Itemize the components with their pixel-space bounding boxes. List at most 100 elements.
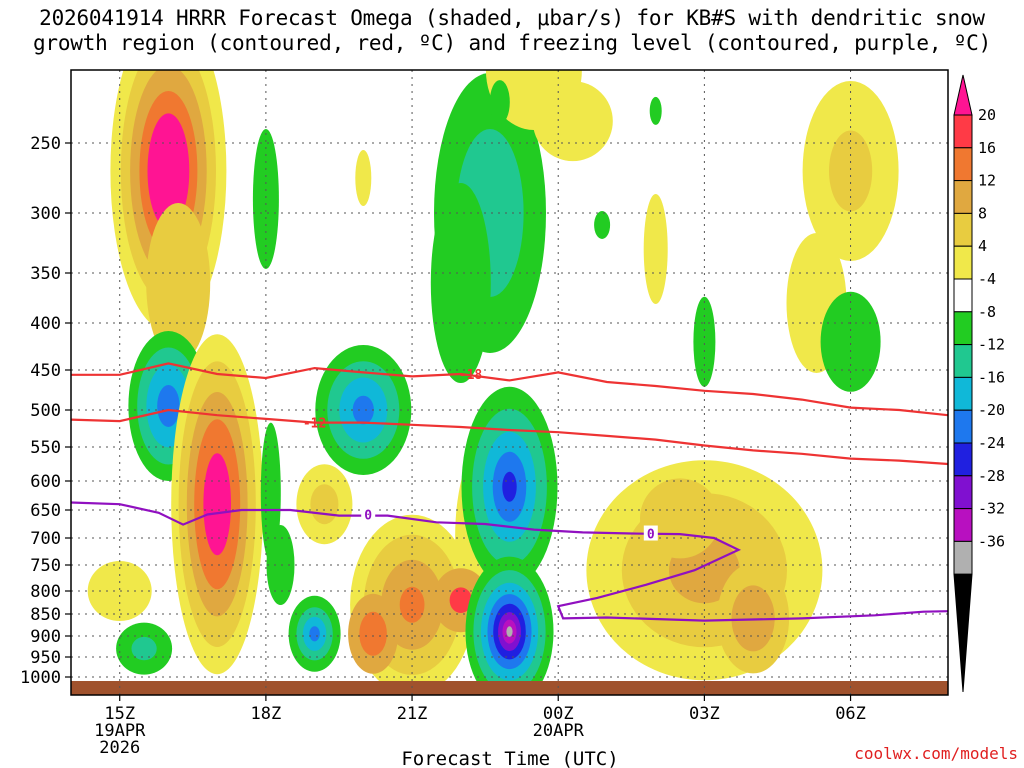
colorbar-swatch-8 <box>953 376 973 411</box>
y-tick-label-600: 600 <box>30 472 61 492</box>
omega-cell-8-1 <box>131 636 157 661</box>
colorbar-swatch-11 <box>953 475 973 510</box>
omega-cell-7-0 <box>266 525 295 605</box>
colorbar-legend: 20 16 12 8 4 -4 -8 -12 -16 -20 -24 -28 -32 -36 <box>953 74 1005 693</box>
y-tick-label-700: 700 <box>30 529 61 549</box>
contour-label-dgz-cold: -18 <box>459 368 483 383</box>
y-tick-label-800: 800 <box>30 582 61 602</box>
y-tick-label-750: 750 <box>30 556 61 576</box>
y-tick-label-650: 650 <box>30 501 61 521</box>
colorbar-label-8: 8 <box>978 204 987 222</box>
colorbar-bottom-arrow <box>953 573 973 693</box>
omega-cell-18-0 <box>430 183 491 383</box>
omega-cell-5-0 <box>87 561 152 621</box>
colorbar-swatch-1 <box>953 147 973 182</box>
x-year-15Z: 2026 <box>99 738 140 758</box>
y-tick-label-450: 450 <box>30 361 61 381</box>
y-tick-label-500: 500 <box>30 401 61 421</box>
colorbar-label--24: -24 <box>978 434 1005 452</box>
omega-cell-0-4 <box>147 113 190 229</box>
contour-dgz-cold <box>71 362 948 417</box>
y-tick-label-300: 300 <box>30 204 61 224</box>
plot-frame <box>70 69 949 696</box>
colorbar-swatch-10 <box>953 442 973 477</box>
omega-cell-25-0 <box>640 478 720 559</box>
omega-cell-32-0 <box>594 211 611 239</box>
x-tick-label-00Z: 00Z <box>543 704 574 724</box>
omega-shading <box>87 70 899 695</box>
title-line-2: growth region (contoured, red, ºC) and f… <box>32 31 992 55</box>
omega-cell-21-4 <box>502 471 517 502</box>
colorbar-label-4: 4 <box>978 237 987 255</box>
y-tick-label-1000: 1000 <box>20 668 61 688</box>
colorbar-swatch-13 <box>953 540 973 575</box>
y-tick-label-950: 950 <box>30 648 61 668</box>
colorbar-swatch-12 <box>953 508 973 542</box>
temperature-contours: -18 -12 0 0 <box>71 362 948 622</box>
omega-cell-10-1 <box>310 484 339 525</box>
x-tick-label-15Z: 15Z <box>104 704 135 724</box>
colorbar-swatch-9 <box>953 409 973 444</box>
omega-cell-2-0 <box>252 129 279 269</box>
chart-title: 2026041914 HRRR Forecast Omega (shaded, … <box>0 6 1024 56</box>
title-line-1: 2026041914 HRRR Forecast Omega (shaded, … <box>39 6 985 30</box>
colorbar-label-12: 12 <box>978 172 996 190</box>
omega-cell-9-3 <box>352 395 374 425</box>
omega-cell-11-3 <box>309 626 320 642</box>
y-tick-label-350: 350 <box>30 264 61 284</box>
contour-label-bg <box>361 506 376 522</box>
x-tick-label-06Z: 06Z <box>835 704 866 724</box>
x-axis-title: Forecast Time (UTC) <box>401 748 618 768</box>
colorbar-label--20: -20 <box>978 401 1005 419</box>
colorbar-label--8: -8 <box>978 303 996 321</box>
contour-dgz-warm <box>71 408 948 466</box>
colorbar-top-arrow <box>953 74 973 116</box>
omega-cell-12-3 <box>399 586 425 623</box>
colorbar-swatch-3 <box>953 212 973 247</box>
omega-cell-4-4 <box>203 453 231 556</box>
y-tick-label-900: 900 <box>30 627 61 647</box>
y-tick-label-250: 250 <box>30 134 61 154</box>
x-tick-label-18Z: 18Z <box>251 704 282 724</box>
y-tick-label-550: 550 <box>30 438 61 458</box>
y-tick-label-400: 400 <box>30 314 61 334</box>
omega-cell-26-1 <box>829 130 873 212</box>
colorbar-label--12: -12 <box>978 336 1005 354</box>
colorbar-label--36: -36 <box>978 532 1005 550</box>
colorbar-label--28: -28 <box>978 467 1005 485</box>
omega-cell-3-3 <box>157 385 180 427</box>
contour-label-dgz-warm: -12 <box>303 417 326 432</box>
colorbar-swatch-4 <box>953 245 973 280</box>
colorbar-swatch-6 <box>953 311 973 346</box>
pressure-axis: 2503003504004505005506006507007508008509… <box>20 134 71 688</box>
terrain-bar <box>71 681 948 695</box>
source-credit: coolwx.com/models <box>854 744 1018 763</box>
colorbar-swatch-2 <box>953 180 973 214</box>
contour-label-freezing-level-1: 0 <box>647 528 655 543</box>
omega-cell-29-0 <box>693 296 716 387</box>
terrain-fill <box>71 681 948 695</box>
x-tick-label-21Z: 21Z <box>397 704 428 724</box>
omega-cell-16-0 <box>355 150 372 206</box>
colorbar-label--16: -16 <box>978 368 1005 386</box>
contour-label-freezing-level-0: 0 <box>364 508 372 523</box>
omega-cell-20-0 <box>489 80 510 125</box>
colorbar-swatch-0 <box>953 114 973 149</box>
omega-cell-33-0 <box>532 81 613 162</box>
omega-cell-30-0 <box>643 194 668 304</box>
colorbar-label-16: 16 <box>978 139 996 157</box>
x-tick-label-03Z: 03Z <box>689 704 720 724</box>
omega-cell-15-1 <box>449 587 472 613</box>
omega-cell-28-0 <box>820 291 881 392</box>
colorbar-label-20: 20 <box>978 106 996 124</box>
x-date-00Z: 20APR <box>533 721 585 741</box>
colorbar-swatch-5 <box>953 278 973 313</box>
contour-label-bg <box>643 525 658 541</box>
y-tick-label-850: 850 <box>30 605 61 625</box>
colorbar-swatch-7 <box>953 344 973 378</box>
colorbar-label--32: -32 <box>978 500 1005 518</box>
omega-cell-22-7 <box>506 626 513 637</box>
omega-cell-13-1 <box>359 611 387 656</box>
